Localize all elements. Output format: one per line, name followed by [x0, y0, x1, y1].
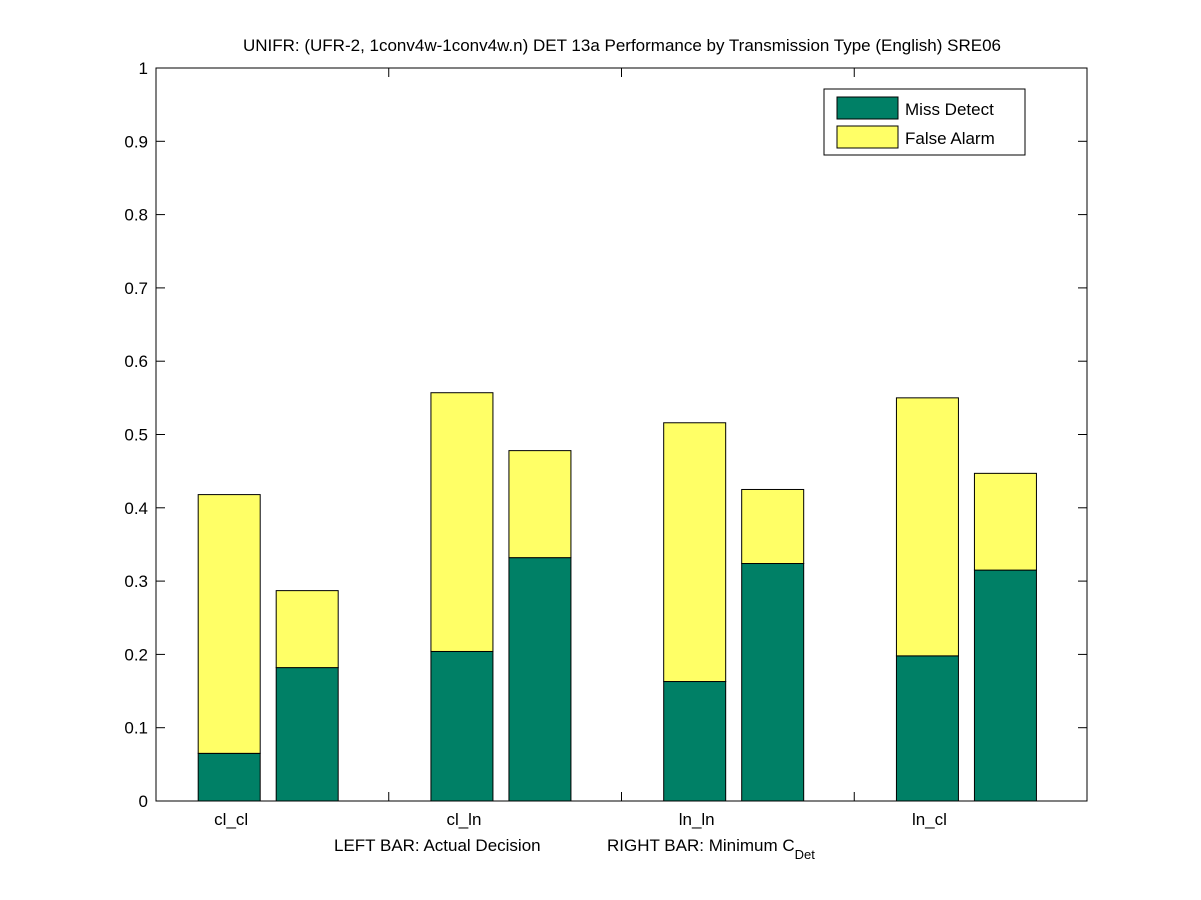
x-axis-label-right-main: RIGHT BAR: Minimum C	[607, 836, 795, 855]
x-tick-label: ln_ln	[679, 810, 715, 829]
x-tick-label: ln_cl	[912, 810, 947, 829]
legend-label-miss-detect: Miss Detect	[905, 100, 994, 119]
bar-miss-detect-actual	[430, 650, 494, 802]
y-tick-label: 0.6	[124, 352, 148, 371]
x-axis-label-right-subscript: Det	[795, 847, 816, 862]
x-tick-label: cl_cl	[214, 810, 248, 829]
legend: Miss Detect False Alarm	[823, 88, 1026, 156]
bar-miss-detect-actual	[197, 752, 261, 802]
y-tick-label: 1	[139, 59, 148, 78]
legend-swatch-miss-detect	[836, 96, 899, 120]
y-axis: 0 0.1 0.2 0.3 0.4 0.5 0.6 0.7 0.8 0.9 1	[124, 59, 1087, 811]
chart-title: UNIFR: (UFR-2, 1conv4w-1conv4w.n) DET 13…	[243, 36, 1001, 55]
bar-miss-detect-minimum	[741, 563, 805, 802]
y-tick-label: 0.5	[124, 426, 148, 445]
bar-false-alarm-minimum	[741, 488, 805, 565]
y-tick-label: 0.2	[124, 645, 148, 664]
plot-frame	[155, 67, 1088, 802]
bar-false-alarm-actual	[663, 422, 727, 683]
legend-swatch-false-alarm	[836, 125, 899, 149]
bar-false-alarm-minimum	[973, 472, 1037, 571]
y-tick-label: 0.3	[124, 572, 148, 591]
y-tick-label: 0.9	[124, 132, 148, 151]
bar-false-alarm-actual	[430, 392, 494, 652]
x-tick-label: cl_ln	[446, 810, 481, 829]
bar-false-alarm-actual	[895, 397, 959, 657]
legend-label-false-alarm: False Alarm	[905, 129, 995, 148]
y-tick-label: 0.4	[124, 499, 148, 518]
x-axis-label-right: RIGHT BAR: Minimum CDet	[607, 836, 815, 862]
y-tick-label: 0.7	[124, 279, 148, 298]
y-tick-label: 0	[139, 792, 148, 811]
y-tick-label: 0.8	[124, 206, 148, 225]
bar-miss-detect-minimum	[275, 667, 339, 802]
bar-false-alarm-actual	[197, 494, 261, 754]
bar-miss-detect-actual	[895, 655, 959, 802]
bar-false-alarm-minimum	[275, 590, 339, 669]
x-axis: cl_cl cl_ln ln_ln ln_cl	[214, 68, 947, 829]
bar-series	[197, 392, 1037, 802]
bar-miss-detect-minimum	[508, 557, 572, 802]
bar-miss-detect-minimum	[973, 569, 1037, 802]
bar-false-alarm-minimum	[508, 450, 572, 559]
bar-miss-detect-actual	[663, 681, 727, 802]
x-axis-label-left: LEFT BAR: Actual Decision	[334, 836, 541, 855]
y-tick-label: 0.1	[124, 719, 148, 738]
